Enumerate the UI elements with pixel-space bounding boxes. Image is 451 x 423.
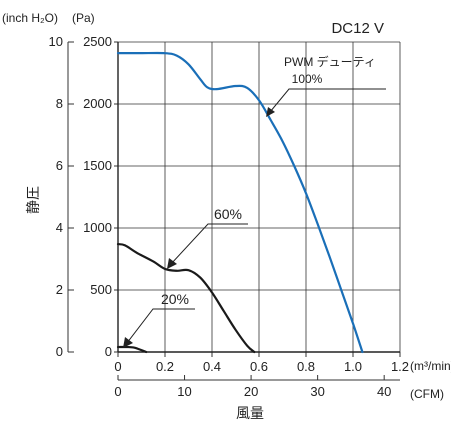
y-ticks-pa: 0 500 1000 1500 2000 2500	[83, 34, 112, 359]
annotation-20-label: 20%	[161, 291, 189, 307]
x-unit-secondary: (CFM)	[410, 387, 444, 401]
axes	[67, 41, 401, 381]
x-tick-label-cfm: 40	[377, 384, 391, 399]
y-tick-label-inch: 2	[56, 282, 63, 297]
y-tick-label-inch: 0	[56, 344, 63, 359]
annotation-60-arrowhead	[167, 258, 177, 269]
y-axis-title: 静圧	[25, 186, 41, 214]
x-tick-label: 0.4	[203, 359, 221, 374]
x-tick-label: 1.2	[391, 359, 409, 374]
y-tick-label-inch: 6	[56, 158, 63, 173]
x-tick-label: 0.2	[156, 359, 174, 374]
y-tick-label-pa: 1500	[83, 158, 112, 173]
x-tick-label: 0.8	[297, 359, 315, 374]
y-ticks-inch: 0 2 4 6 8 10	[49, 34, 63, 359]
y-tick-label-pa: 2500	[83, 34, 112, 49]
x-tick-label-cfm: 30	[310, 384, 324, 399]
x-tick-label: 0.6	[250, 359, 268, 374]
y-tick-label-pa: 0	[105, 344, 112, 359]
y-tick-label-inch: 8	[56, 96, 63, 111]
x-unit-primary: (m³/min)	[410, 359, 451, 373]
series-line-2	[116, 243, 256, 354]
y-tick-label-pa: 2000	[83, 96, 112, 111]
x-tick-label: 1.0	[344, 359, 362, 374]
series-line-1	[116, 51, 364, 354]
y-tick-label-pa: 500	[90, 282, 112, 297]
annotation-60-leader	[170, 223, 248, 265]
series-line-3	[116, 345, 148, 354]
y-unit-primary: (Pa)	[72, 11, 95, 25]
annotation-60: 60%	[167, 206, 248, 269]
y-tick-label-inch: 10	[49, 34, 63, 49]
series-group	[116, 51, 364, 354]
x-axis-title: 風量	[236, 405, 264, 421]
annotation-60-label: 60%	[214, 206, 242, 222]
x-tick-label: 0	[114, 359, 121, 374]
annotation-20-leader	[126, 308, 195, 344]
annotation-20: 20%	[123, 291, 195, 348]
x-tick-label-cfm: 0	[114, 384, 121, 399]
annotation-pwm-leader	[269, 88, 386, 113]
y-tick-label-inch: 4	[56, 220, 63, 235]
annotation-20-arrowhead	[123, 337, 133, 348]
annotation-pwm-arrowhead	[266, 107, 275, 117]
x-ticks-cfm: 0 10 20 30 40	[114, 384, 391, 399]
x-ticks: 0 0.2 0.4 0.6 0.8 1.0 1.2	[114, 359, 409, 374]
x-tick-label-cfm: 20	[244, 384, 258, 399]
annotation-pwm-line2: 100%	[292, 72, 323, 86]
annotation-pwm-line1: PWM デューティ	[284, 54, 376, 69]
annotation-pwm: PWM デューティ 100%	[266, 54, 386, 117]
y-unit-secondary: (inch H₂O)	[2, 11, 58, 25]
condition-label: DC12 V	[331, 20, 384, 37]
grid	[117, 41, 401, 353]
x-tick-label-cfm: 10	[177, 384, 191, 399]
y-tick-label-pa: 1000	[83, 220, 112, 235]
